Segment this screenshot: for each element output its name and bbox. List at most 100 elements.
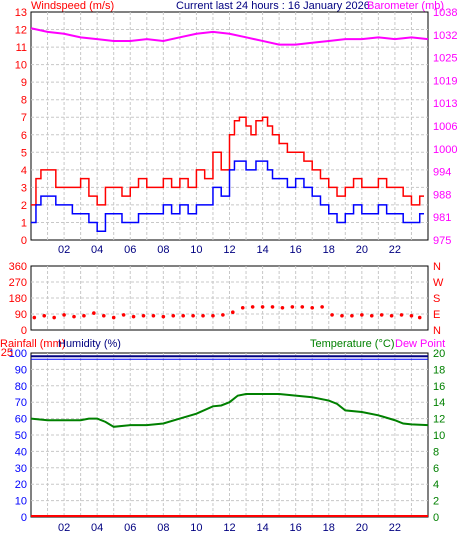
wind-axis-tick: 13 — [15, 7, 27, 19]
wind-x-tick: 02 — [58, 244, 70, 256]
temperature-axis-tick: 20 — [433, 348, 445, 360]
direction-point — [290, 305, 295, 309]
series-temperature — [30, 393, 429, 428]
wind-axis-tick: 3 — [21, 182, 27, 194]
barometer-axis-tick: 1038 — [433, 7, 457, 19]
direction-point — [191, 313, 195, 318]
direction-point — [42, 313, 47, 318]
direction-point — [250, 305, 255, 309]
header-temperature-label: Temperature (°C) — [310, 338, 394, 350]
header-windspeed-label: Windspeed (m/s) — [31, 0, 114, 12]
direction-point — [181, 313, 185, 318]
humidity-axis-tick: 30 — [15, 463, 27, 475]
temperature-axis-tick: 6 — [433, 463, 439, 475]
direction-point — [280, 305, 285, 310]
barometer-axis-tick: 975 — [433, 235, 451, 247]
temperature-axis-tick: 10 — [433, 430, 445, 442]
series-gust — [31, 116, 424, 206]
barometer-axis-tick: 1000 — [433, 144, 457, 156]
wind-x-tick: 14 — [256, 244, 268, 256]
direction-axis-tick: 90 — [15, 309, 27, 321]
direction-point — [62, 313, 66, 317]
direction-point — [409, 313, 414, 318]
direction-axis-tick: 0 — [21, 325, 27, 337]
barometer-axis-tick: 1019 — [433, 75, 457, 87]
direction-point — [310, 305, 315, 310]
temperature-axis-tick: 16 — [433, 381, 445, 393]
direction-point — [101, 313, 106, 318]
humidity-axis-tick: 0 — [21, 512, 27, 524]
rainfall-axis-tick: 25 — [1, 347, 13, 359]
barometer-axis-tick: 988 — [433, 189, 451, 201]
barometer-axis-tick: 1013 — [433, 98, 457, 110]
direction-point — [389, 313, 394, 318]
direction-point — [260, 305, 265, 309]
direction-axis-tick: 360 — [9, 261, 27, 273]
wind-axis-tick: 7 — [21, 112, 27, 124]
wind-axis-tick: 8 — [21, 95, 27, 107]
direction-point — [92, 311, 96, 315]
humidity-axis-tick: 20 — [15, 479, 27, 491]
temp-x-tick: 20 — [356, 522, 368, 534]
compass-axis-tick: E — [433, 309, 440, 321]
direction-point — [369, 313, 374, 318]
direction-point — [399, 313, 404, 317]
barometer-axis-tick: 981 — [433, 212, 451, 224]
wind-x-tick: 06 — [124, 244, 136, 256]
wind-axis-tick: 1 — [21, 217, 27, 229]
humidity-axis-tick: 90 — [15, 364, 27, 376]
direction-point — [161, 314, 166, 319]
direction-point — [270, 305, 275, 309]
direction-axis-tick: 180 — [9, 293, 27, 305]
temperature-axis-tick: 4 — [433, 479, 439, 491]
temp-x-tick: 14 — [256, 522, 268, 534]
temp-x-tick: 10 — [190, 522, 202, 534]
barometer-axis-tick: 1032 — [433, 30, 457, 42]
temperature-axis-tick: 2 — [433, 496, 439, 508]
wind-x-tick: 18 — [323, 244, 335, 256]
humidity-axis-tick: 60 — [15, 414, 27, 426]
wind-x-tick: 08 — [157, 244, 169, 256]
compass-axis-tick: S — [433, 293, 440, 305]
direction-point — [330, 313, 334, 317]
direction-axis-tick: 270 — [9, 277, 27, 289]
direction-point — [417, 315, 422, 320]
direction-point — [320, 305, 324, 309]
direction-point — [379, 313, 384, 317]
wind-axis-tick: 10 — [15, 60, 27, 72]
temperature-axis-tick: 12 — [433, 414, 445, 426]
wind-axis-tick: 11 — [16, 42, 27, 54]
direction-point — [300, 305, 305, 309]
humidity-axis-tick: 50 — [15, 430, 27, 442]
wind-panel-frame — [30, 11, 429, 241]
wind-x-tick: 04 — [91, 244, 103, 256]
header-current-label: Current last 24 hours : 16 January 2026 — [176, 0, 370, 12]
wind-axis-tick: 6 — [21, 130, 27, 142]
direction-point — [201, 313, 205, 318]
temp-x-tick: 06 — [124, 522, 136, 534]
direction-point — [52, 315, 56, 320]
wind-axis-tick: 0 — [21, 235, 27, 247]
direction-point — [240, 305, 245, 310]
wind-x-tick: 22 — [389, 244, 401, 256]
wind-axis-tick: 5 — [21, 147, 27, 159]
temperature-axis-tick: 14 — [433, 397, 445, 409]
direction-point — [221, 313, 225, 317]
temperature-axis-tick: 0 — [433, 512, 439, 524]
temp-x-tick: 12 — [223, 522, 235, 534]
humidity-axis-tick: 10 — [15, 496, 27, 508]
wind-axis-tick: 9 — [21, 77, 27, 89]
series-barometer — [30, 27, 429, 46]
wind-x-tick: 12 — [223, 244, 235, 256]
compass-axis-tick: N — [433, 325, 441, 337]
direction-point — [82, 313, 86, 318]
direction-point — [211, 313, 215, 318]
temp-x-tick: 08 — [157, 522, 169, 534]
direction-point — [360, 313, 364, 317]
humidity-axis-tick: 80 — [15, 381, 27, 393]
direction-point — [350, 313, 354, 318]
barometer-axis-tick: 1006 — [433, 121, 457, 133]
wind-x-tick: 20 — [356, 244, 368, 256]
header-humidity-label: Humidity (%) — [58, 338, 121, 350]
